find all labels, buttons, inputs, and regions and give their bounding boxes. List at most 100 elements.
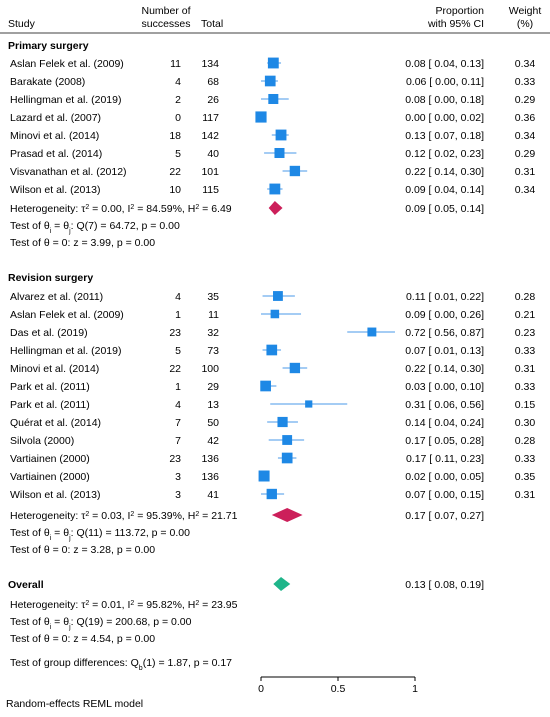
theta-subscript-i: i bbox=[50, 535, 52, 542]
study-marker bbox=[267, 57, 279, 69]
overall-pooled-ci: 0.13 [ 0.08, 0.19] bbox=[405, 579, 484, 591]
study-successes: 23 bbox=[169, 327, 181, 339]
study-weight: 0.21 bbox=[515, 309, 536, 321]
study-marker bbox=[282, 435, 293, 445]
tau-squared-exponent: 2 bbox=[85, 511, 89, 518]
study-row: Aslan Felek et al. (2009) 1 11 0.09 [ 0.00,… bbox=[10, 309, 535, 321]
tau-squared-value: = 0.00, I bbox=[89, 203, 130, 215]
study-ci: 0.03 [ 0.00, 0.10] bbox=[405, 381, 484, 393]
study-successes: 5 bbox=[175, 148, 181, 160]
study-row: Visvanathan et al. (2012) 22 101 0.22 [ 0.1… bbox=[10, 165, 535, 178]
study-weight: 0.29 bbox=[515, 94, 536, 106]
subgroup-pooled-diamond bbox=[268, 201, 283, 215]
study-name: Visvanathan et al. (2012) bbox=[10, 166, 127, 178]
i-squared-value: = 95.39%, H bbox=[134, 510, 195, 522]
study-total: 134 bbox=[201, 58, 219, 70]
study-marker bbox=[367, 327, 377, 337]
theta-subscript-i: i bbox=[50, 228, 52, 235]
study-total: 115 bbox=[202, 184, 219, 196]
theta-subscript-j: j bbox=[68, 624, 71, 631]
header-weight-line1: Weight bbox=[509, 5, 542, 17]
study-total: 100 bbox=[201, 363, 219, 375]
test-theta-equal-text: Test of θi = θj: Q(11) = 113.72, p = 0.0… bbox=[10, 527, 190, 542]
study-row: Hellingman et al. (2019) 5 73 0.07 [ 0.01, … bbox=[10, 344, 536, 357]
theta-subscript-i: i bbox=[50, 624, 52, 631]
tau-squared-exponent: 2 bbox=[85, 600, 89, 607]
x-tick-label: 1 bbox=[412, 683, 418, 695]
study-ci: 0.31 [ 0.06, 0.56] bbox=[405, 399, 484, 411]
tau-squared-value: = 0.03, I bbox=[89, 510, 130, 522]
study-row: Park et al. (2011) 4 13 0.31 [ 0.06, 0.56] 0… bbox=[10, 399, 535, 411]
study-total: 11 bbox=[208, 309, 219, 321]
study-weight: 0.30 bbox=[515, 417, 536, 429]
study-ci: 0.06 [ 0.00, 0.11] bbox=[406, 76, 484, 88]
study-name: Silvola (2000) bbox=[10, 435, 74, 447]
i-squared-exponent: 2 bbox=[130, 204, 134, 211]
group-diff-subscript: b bbox=[139, 665, 143, 672]
test-theta-zero-text: Test of θ = 0: z = 3.28, p = 0.00 bbox=[10, 544, 155, 556]
study-weight: 0.23 bbox=[515, 327, 536, 339]
study-ci: 0.08 [ 0.04, 0.13] bbox=[405, 58, 484, 70]
study-row: Das et al. (2019) 23 32 0.72 [ 0.56, 0.87] 0… bbox=[10, 327, 535, 339]
study-total: 136 bbox=[201, 471, 219, 483]
q-statistic: : Q(19) = 200.68, p = 0.00 bbox=[71, 616, 192, 628]
i-squared-value: = 95.82%, H bbox=[134, 599, 195, 611]
tau-squared-exponent: 2 bbox=[85, 204, 89, 211]
study-successes: 1 bbox=[175, 309, 181, 321]
study-ci: 0.22 [ 0.14, 0.30] bbox=[405, 166, 484, 178]
study-row: Minovi et al. (2014) 18 142 0.13 [ 0.07, 0.… bbox=[10, 129, 535, 142]
group-differences-text: Test of group differences: Qb(1) = 1.87,… bbox=[10, 657, 232, 672]
study-row: Minovi et al. (2014) 22 100 0.22 [ 0.14, 0.… bbox=[10, 362, 535, 375]
study-successes: 11 bbox=[170, 58, 181, 70]
study-name: Das et al. (2019) bbox=[10, 327, 88, 339]
study-row: Quérat et al. (2014) 7 50 0.14 [ 0.04, 0.24… bbox=[10, 416, 536, 429]
theta-subscript-j: j bbox=[68, 228, 71, 235]
study-weight: 0.33 bbox=[515, 76, 536, 88]
heterogeneity-label: Heterogeneity: τ bbox=[10, 203, 86, 215]
test-theta-equal-text: Test of θi = θj: Q(19) = 200.68, p = 0.0… bbox=[10, 616, 192, 631]
study-ci: 0.08 [ 0.00, 0.18] bbox=[405, 94, 484, 106]
study-ci: 0.02 [ 0.00, 0.05] bbox=[405, 471, 484, 483]
study-name: Alvarez et al. (2011) bbox=[10, 291, 103, 303]
study-name: Hellingman et al. (2019) bbox=[10, 345, 121, 357]
study-total: 73 bbox=[207, 345, 219, 357]
study-marker bbox=[269, 183, 281, 195]
header-ci-line2: with 95% CI bbox=[427, 18, 484, 30]
study-successes: 7 bbox=[175, 417, 181, 429]
heterogeneity-text: Heterogeneity: τ2 = 0.01, I2 = 95.82%, H… bbox=[10, 599, 238, 611]
study-total: 142 bbox=[201, 130, 219, 142]
study-marker bbox=[270, 309, 280, 319]
study-name: Vartiainen (2000) bbox=[10, 471, 90, 483]
group-diff-label: Test of group differences: Q bbox=[10, 657, 139, 669]
study-name: Aslan Felek et al. (2009) bbox=[10, 58, 124, 70]
study-row: Hellingman et al. (2019) 2 26 0.08 [ 0.00, … bbox=[10, 93, 536, 106]
study-weight: 0.33 bbox=[515, 345, 536, 357]
study-marker bbox=[273, 291, 283, 301]
q-statistic: : Q(11) = 113.72, p = 0.00 bbox=[71, 527, 190, 539]
study-name: Quérat et al. (2014) bbox=[10, 417, 101, 429]
header-successes-line2: successes bbox=[141, 18, 190, 30]
study-name: Prasad et al. (2014) bbox=[10, 148, 102, 160]
study-marker bbox=[281, 452, 293, 464]
study-total: 41 bbox=[207, 489, 219, 501]
study-row: Prasad et al. (2014) 5 40 0.12 [ 0.02, 0.23… bbox=[10, 147, 535, 160]
study-row: Barakate (2008) 4 68 0.06 [ 0.00, 0.11] 0.33 bbox=[10, 75, 536, 88]
h-squared-exponent: 2 bbox=[195, 204, 199, 211]
study-ci: 0.17 [ 0.05, 0.28] bbox=[405, 435, 484, 447]
study-name: Park et al. (2011) bbox=[10, 399, 90, 411]
study-total: 13 bbox=[207, 399, 219, 411]
x-axis: 0 0.5 1 bbox=[258, 676, 418, 695]
study-ci: 0.13 [ 0.07, 0.18] bbox=[405, 130, 484, 142]
study-successes: 0 bbox=[175, 112, 181, 124]
group-title: Primary surgery bbox=[8, 40, 89, 52]
study-name: Lazard et al. (2007) bbox=[10, 112, 101, 124]
study-total: 42 bbox=[207, 435, 219, 447]
study-row: Lazard et al. (2007) 0 117 0.00 [ 0.00, 0.0… bbox=[10, 111, 535, 124]
study-ci: 0.12 [ 0.02, 0.23] bbox=[405, 148, 484, 160]
overall-title: Overall bbox=[8, 579, 44, 591]
study-successes: 7 bbox=[175, 435, 181, 447]
study-successes: 2 bbox=[175, 94, 181, 106]
study-marker bbox=[275, 129, 287, 141]
study-successes: 4 bbox=[175, 291, 181, 303]
